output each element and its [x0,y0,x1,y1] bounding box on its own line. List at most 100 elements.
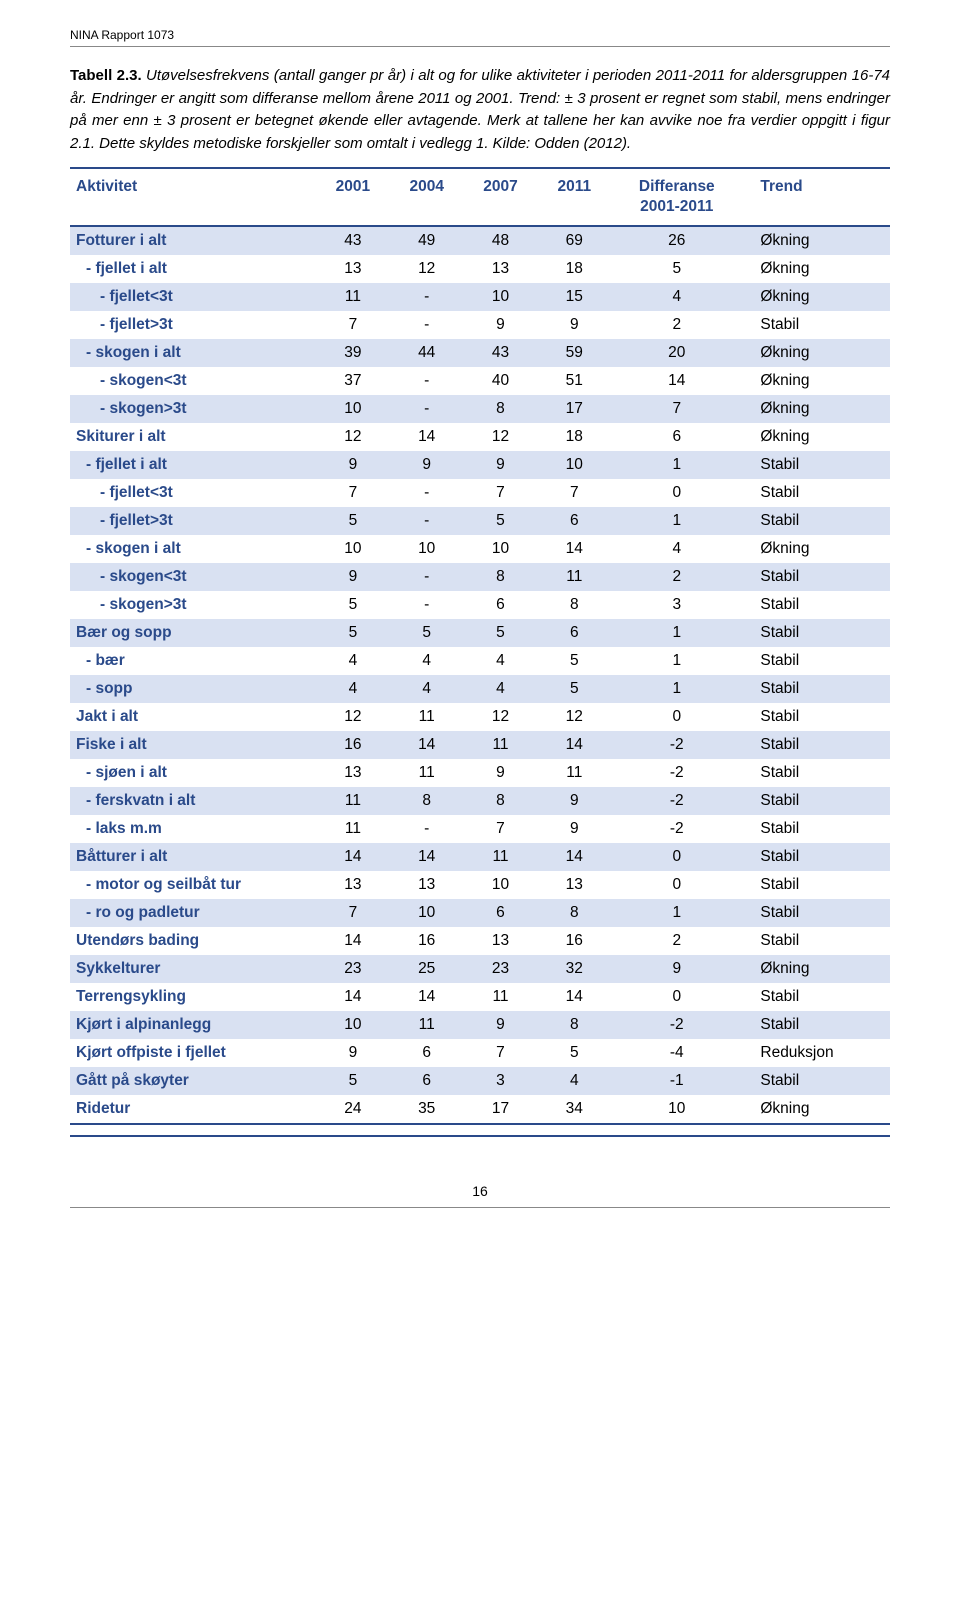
cell: Økning [742,226,890,255]
cell: 7 [464,815,538,843]
cell: 18 [537,423,611,451]
row-label: - sopp [70,675,316,703]
cell: - [390,479,464,507]
cell: -2 [611,759,742,787]
header-row: Aktivitet2001200420072011Differanse2001-… [70,168,890,226]
cell: 10 [464,283,538,311]
cell: 17 [464,1095,538,1124]
cell: Økning [742,283,890,311]
cell: 1 [611,647,742,675]
table-row: Ridetur2435173410Økning [70,1095,890,1124]
cell: 51 [537,367,611,395]
cell: 6 [537,507,611,535]
cell: 2 [611,927,742,955]
cell: 13 [316,759,390,787]
cell: 9 [611,955,742,983]
row-label: - ferskvatn i alt [70,787,316,815]
row-label: Bær og sopp [70,619,316,647]
cell: 6 [390,1067,464,1095]
cell: 4 [464,647,538,675]
cell: 6 [537,619,611,647]
cell: -2 [611,731,742,759]
cell: 11 [464,731,538,759]
cell: 12 [390,255,464,283]
table-row: - fjellet<3t7-770Stabil [70,479,890,507]
col-header: 2004 [390,168,464,226]
table-row: - skogen>3t5-683Stabil [70,591,890,619]
col-header: Trend [742,168,890,226]
cell: 4 [316,675,390,703]
cell: Stabil [742,871,890,899]
table-row: - skogen i alt101010144Økning [70,535,890,563]
table-row: - ro og padletur710681Stabil [70,899,890,927]
cell: 4 [537,1067,611,1095]
cell: Stabil [742,843,890,871]
cell: 6 [464,591,538,619]
cell: 10 [390,535,464,563]
cell: 16 [390,927,464,955]
cell: 8 [537,591,611,619]
table-row: Bær og sopp55561Stabil [70,619,890,647]
cell: 0 [611,843,742,871]
cell: Økning [742,395,890,423]
col-header: Differanse2001-2011 [611,168,742,226]
cell: 3 [464,1067,538,1095]
cell: Stabil [742,815,890,843]
row-label: - skogen i alt [70,535,316,563]
cell: 39 [316,339,390,367]
cell: 11 [390,703,464,731]
row-label: - fjellet i alt [70,451,316,479]
cell: 0 [611,871,742,899]
cell: Stabil [742,311,890,339]
cell: 14 [390,731,464,759]
table-caption: Tabell 2.3. Utøvelsesfrekvens (antall ga… [70,65,890,155]
cell: 7 [464,479,538,507]
cell: 23 [316,955,390,983]
cell: 17 [537,395,611,423]
cell: Økning [742,1095,890,1124]
cell: 37 [316,367,390,395]
cell: 0 [611,983,742,1011]
cell: 59 [537,339,611,367]
table-row: Jakt i alt121112120Stabil [70,703,890,731]
row-label: Ridetur [70,1095,316,1124]
cell: Stabil [742,787,890,815]
cell: 13 [464,255,538,283]
cell: -1 [611,1067,742,1095]
cell: 9 [316,1039,390,1067]
cell: - [390,815,464,843]
row-label: - fjellet<3t [70,283,316,311]
cell: 32 [537,955,611,983]
cell: Stabil [742,759,890,787]
row-label: Sykkelturer [70,955,316,983]
cell: 9 [537,815,611,843]
cell: 5 [611,255,742,283]
table-row: Kjørt offpiste i fjellet9675-4Reduksjon [70,1039,890,1067]
cell: 7 [316,479,390,507]
table-row: Kjørt i alpinanlegg101198-2Stabil [70,1011,890,1039]
cell: 7 [464,1039,538,1067]
row-label: - skogen<3t [70,367,316,395]
cell: 43 [316,226,390,255]
cell: 8 [537,899,611,927]
cell: 14 [537,843,611,871]
cell: Stabil [742,479,890,507]
activity-table: Aktivitet2001200420072011Differanse2001-… [70,167,890,1137]
table-row: Båtturer i alt141411140Stabil [70,843,890,871]
cell: 43 [464,339,538,367]
cell: 9 [464,759,538,787]
cell: 1 [611,451,742,479]
cell: 11 [390,1011,464,1039]
cell: 8 [537,1011,611,1039]
table-body: Fotturer i alt4349486926Økning - fjellet… [70,226,890,1136]
table-row: - skogen i alt3944435920Økning [70,339,890,367]
cell: 40 [464,367,538,395]
rule-cell [70,1124,890,1136]
cell: Reduksjon [742,1039,890,1067]
caption-label: Tabell 2.3. [70,67,142,84]
cell: 11 [316,815,390,843]
page: NINA Rapport 1073 Tabell 2.3. Utøvelsesf… [0,0,960,1248]
cell: 13 [464,927,538,955]
table-row: - skogen<3t9-8112Stabil [70,563,890,591]
cell: 12 [464,703,538,731]
